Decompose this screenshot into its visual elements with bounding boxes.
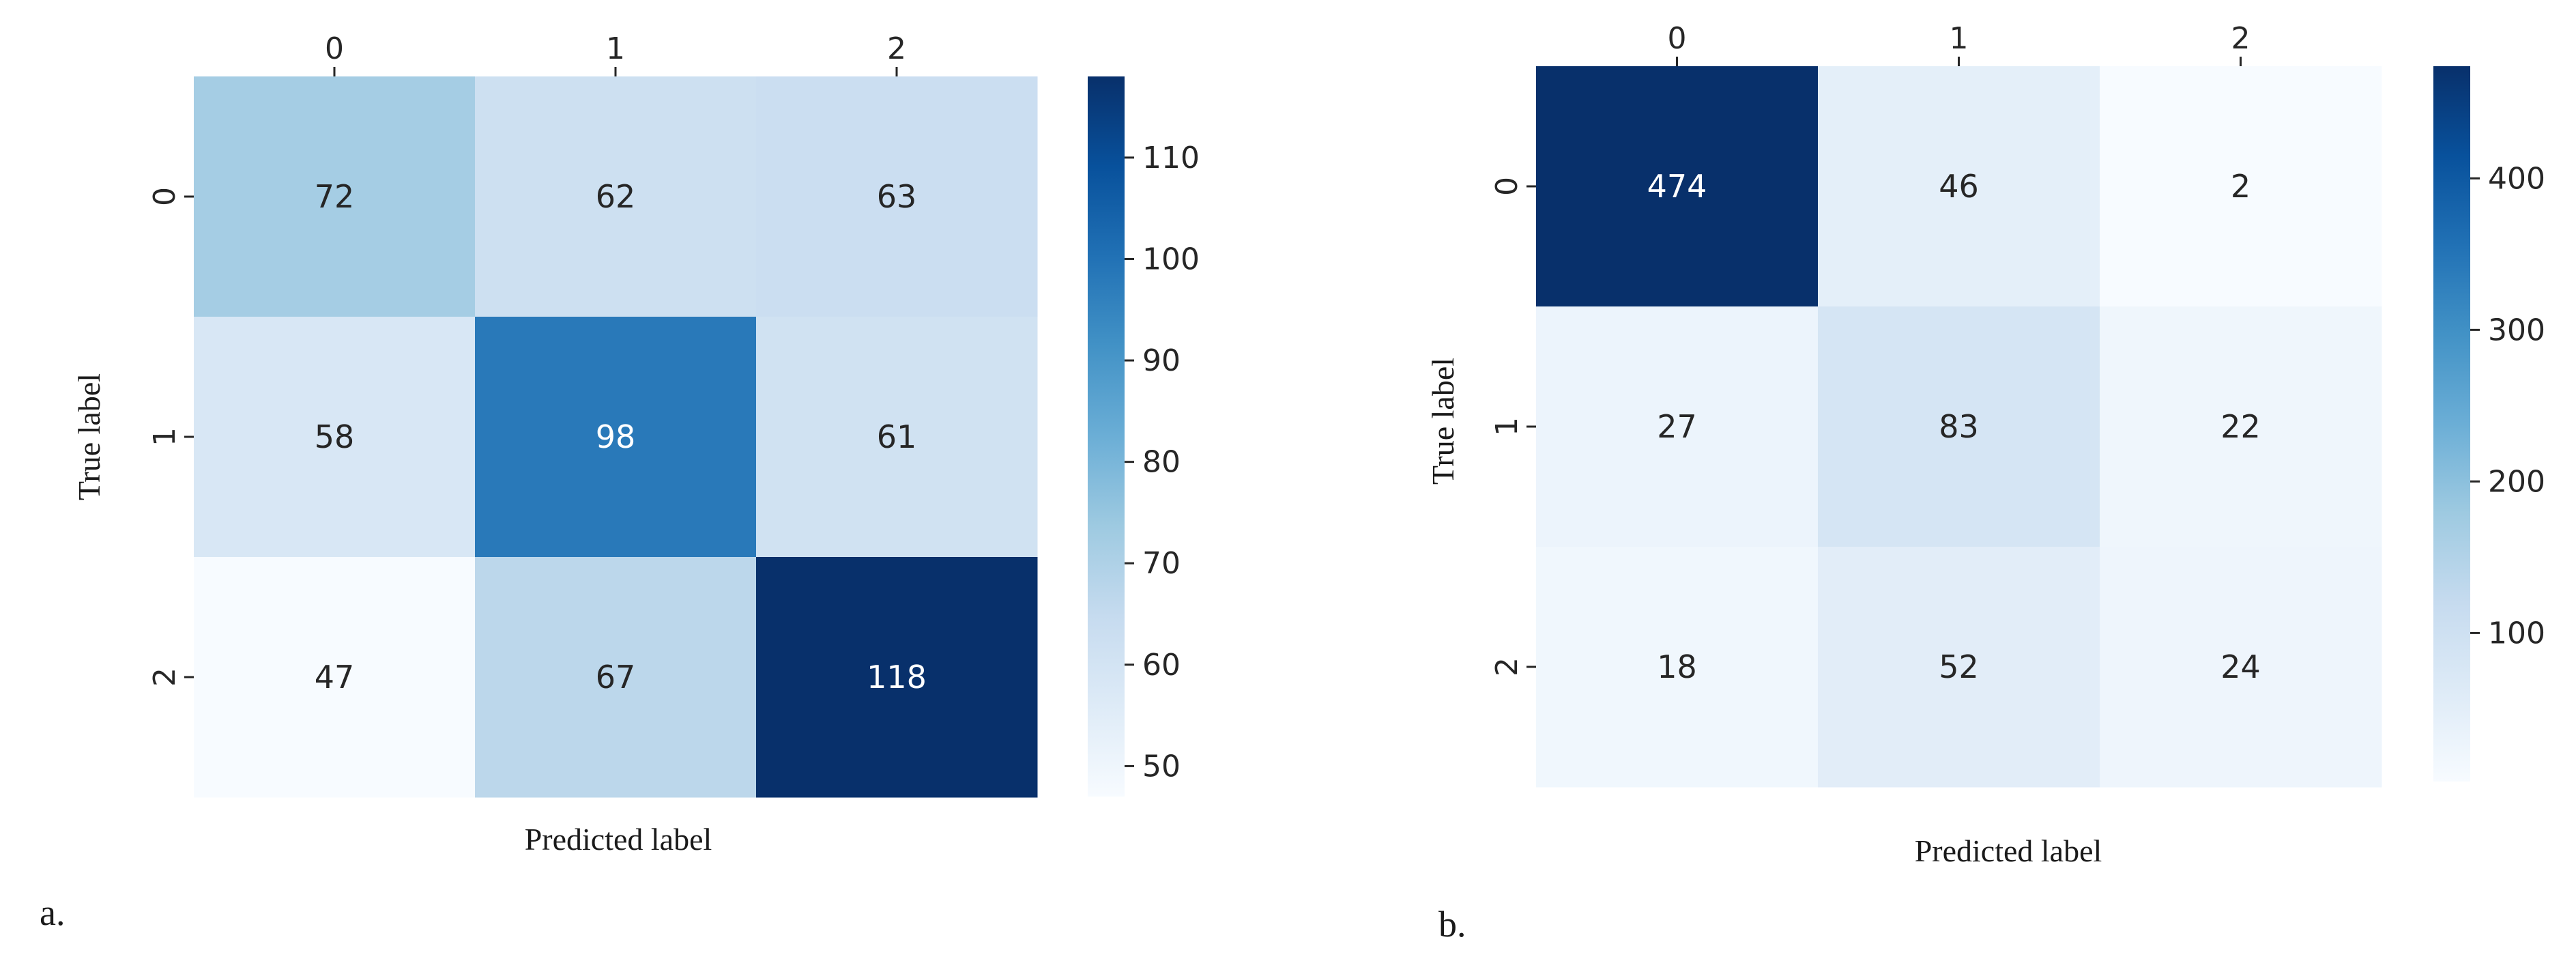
matrix-cells-a: 72 62 63 58 98 61 47 67 118 0 1 2 0 1 2: [147, 31, 1038, 798]
cell-value-label: 47: [315, 659, 355, 696]
colorbar-gradient: [2433, 66, 2470, 782]
x-axis-title-b: Predicted label: [1915, 833, 2102, 868]
colorbar-tick-label: 400: [2488, 161, 2545, 196]
matrix-cell: [1536, 66, 1819, 307]
y-tick-label: 2: [1490, 657, 1524, 676]
y-tick-label: 2: [147, 668, 182, 687]
heatmap-panel-a: 72 62 63 58 98 61 47 67 118 0 1 2 0 1 2 50 60 70 80 90 100 1…: [40, 31, 1200, 933]
matrix-cell: [2100, 547, 2382, 788]
cell-value-label: 2: [2231, 168, 2251, 205]
colorbar-gradient: [1088, 76, 1125, 797]
cell-value-label: 58: [315, 418, 355, 455]
cell-value-label: 18: [1657, 648, 1697, 685]
colorbar-tick-label: 100: [2488, 616, 2545, 650]
matrix-cell: [1536, 306, 1819, 547]
matrix-cell: [756, 317, 1038, 558]
y-tick-label: 0: [147, 187, 182, 206]
cell-value-label: 118: [867, 659, 927, 696]
cell-value-label: 46: [1939, 168, 1979, 205]
matrix-cell: [475, 317, 757, 558]
cell-value-label: 83: [1939, 408, 1979, 445]
colorbar-tick-label: 100: [1142, 242, 1200, 276]
colorbar-b: 100 200 300 400: [2433, 66, 2545, 782]
cell-value-label: 474: [1647, 168, 1707, 205]
colorbar-a: 50 60 70 80 90 100 110: [1088, 76, 1200, 797]
matrix-cell: [194, 76, 476, 317]
matrix-cell: [1536, 547, 1819, 788]
cell-value-label: 24: [2220, 648, 2261, 685]
panel-label-b: b.: [1438, 904, 1466, 945]
y-axis-title-b: True label: [1426, 358, 1460, 485]
colorbar-tick-label: 110: [1142, 141, 1200, 175]
matrix-cell: [194, 557, 476, 798]
x-tick-label: 0: [325, 31, 344, 66]
colorbar-tick-label: 200: [2488, 464, 2545, 499]
x-tick-label: 1: [606, 31, 625, 66]
x-tick-label: 1: [1950, 21, 1969, 56]
matrix-cell: [475, 76, 757, 317]
cell-value-label: 67: [596, 659, 636, 696]
colorbar-tick-label: 90: [1142, 343, 1181, 378]
cell-value-label: 72: [315, 178, 355, 215]
cell-value-label: 22: [2220, 408, 2261, 445]
matrix-cell: [2100, 306, 2382, 547]
panel-label-a: a.: [40, 892, 65, 933]
x-tick-label: 0: [1668, 21, 1687, 56]
y-axis-title-a: True label: [72, 373, 106, 500]
cell-value-label: 61: [877, 418, 917, 455]
matrix-cell: [2100, 66, 2382, 307]
cell-value-label: 52: [1939, 648, 1979, 685]
x-tick-label: 2: [2231, 21, 2251, 56]
matrix-cell: [475, 557, 757, 798]
matrix-cell: [1818, 547, 2100, 788]
cell-value-label: 63: [877, 178, 917, 215]
y-tick-label: 1: [147, 427, 182, 446]
colorbar-tick-label: 60: [1142, 648, 1181, 683]
colorbar-tick-label: 50: [1142, 749, 1181, 784]
colorbar-tick-label: 300: [2488, 313, 2545, 347]
matrix-cell: [756, 76, 1038, 317]
heatmap-panel-b: 474 46 2 27 83 22 18 52 24 0 1 2 0 1 2 100 200 300 400 Pr…: [1426, 21, 2545, 945]
matrix-cell: [1818, 306, 2100, 547]
matrix-cell: [1818, 66, 2100, 307]
cell-value-label: 98: [596, 418, 636, 455]
y-tick-label: 1: [1490, 417, 1524, 436]
cell-value-label: 62: [596, 178, 636, 215]
matrix-cells-b: 474 46 2 27 83 22 18 52 24 0 1 2 0 1 2: [1490, 21, 2382, 788]
y-tick-label: 0: [1490, 177, 1524, 196]
colorbar-tick-label: 70: [1142, 546, 1181, 581]
colorbar-tick-label: 80: [1142, 445, 1181, 480]
x-tick-label: 2: [887, 31, 906, 66]
matrix-cell: [194, 317, 476, 558]
matrix-cell: [756, 557, 1038, 798]
cell-value-label: 27: [1657, 408, 1697, 445]
x-axis-title-a: Predicted label: [525, 822, 712, 857]
